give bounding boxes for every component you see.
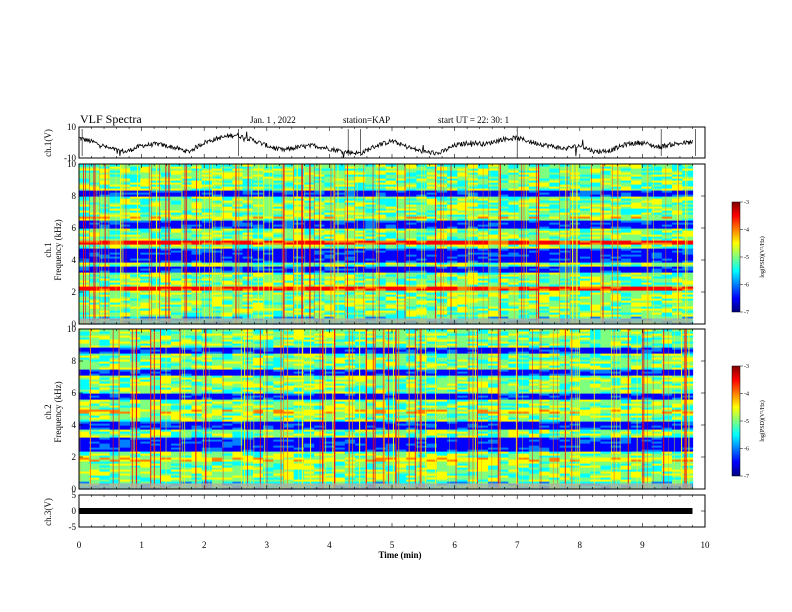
ch1-frame — [78, 126, 706, 159]
ch3-trace — [79, 508, 693, 514]
y-axis-label: ch.1(V) — [43, 129, 53, 157]
ch1-trace — [78, 131, 693, 159]
y-tick-label: 2 — [72, 287, 77, 297]
x-tick-label: 2 — [202, 540, 207, 550]
x-axis-ticks: 0 1 2 3 4 5 6 7 8 9 10 — [77, 540, 710, 550]
colorbar-tick-label: -4 — [744, 228, 749, 234]
x-tick-label: 0 — [77, 540, 82, 550]
y-tick-label: 10 — [67, 122, 77, 132]
y-tick-label: 0 — [72, 484, 77, 494]
header-station: station=KAP — [343, 115, 390, 125]
colorbar-tick-label: -7 — [744, 310, 749, 316]
colorbar-tick-label: -3 — [744, 364, 749, 370]
y-tick-label: 10 — [67, 159, 77, 169]
colorbar-label: log(PSD)(V²/Hz) — [759, 400, 766, 441]
y-tick-label: 0 — [72, 506, 77, 516]
x-tick-label: 1 — [139, 540, 144, 550]
ch3-waveform-panel: 5 0 -5 ch.3(V) — [43, 490, 706, 532]
colorbar-tick-label: -7 — [744, 474, 749, 480]
colorbar-tick-label: -6 — [744, 447, 749, 453]
x-tick-label: 7 — [515, 540, 520, 550]
colorbar-tick-label: -3 — [744, 200, 749, 206]
x-tick-label: 3 — [265, 540, 270, 550]
y-axis-label: ch.1 — [43, 242, 53, 257]
y-tick-label: 8 — [72, 191, 77, 201]
plot-title: VLF Spectra — [80, 112, 142, 126]
header-start-time: start UT = 22: 30: 1 — [438, 115, 509, 125]
y-axis-label: ch.2 — [43, 404, 53, 419]
y-tick-label: 2 — [72, 452, 77, 462]
header-date: Jan. 1 , 2022 — [250, 115, 296, 125]
colorbar-label: log(PSD)(V²/Hz) — [759, 236, 766, 277]
y-tick-label: -10 — [64, 153, 76, 163]
colorbar-ch1: -3 -4 -5 -6 -7 log(PSD)(V²/Hz) — [731, 200, 766, 316]
y-tick-label: 6 — [72, 223, 77, 233]
x-tick-label: 4 — [327, 540, 332, 550]
y-tick-label: 8 — [72, 356, 77, 366]
colorbar-tick-label: -4 — [744, 392, 749, 398]
spectrogram-image — [79, 329, 694, 490]
y-tick-label: 4 — [72, 255, 77, 265]
y-tick-label: 4 — [72, 420, 77, 430]
x-tick-label: 9 — [640, 540, 645, 550]
y-axis-label: ch.3(V) — [43, 498, 53, 526]
y-tick-label: 10 — [67, 324, 77, 334]
ch2-spectrogram-panel: 0 2 4 6 8 10 ch.2 Frequency (kHz) — [43, 324, 706, 494]
colorbar-tick-label: -5 — [744, 255, 749, 261]
x-axis-label: Time (min) — [378, 550, 421, 560]
x-tick-label: 5 — [390, 540, 395, 550]
colorbar-tick-label: -6 — [744, 283, 749, 289]
x-tick-label: 6 — [452, 540, 457, 550]
y-tick-label: 0 — [72, 319, 77, 329]
frequency-axis-label: Frequency (kHz) — [53, 381, 63, 442]
frequency-axis-label: Frequency (kHz) — [53, 219, 63, 280]
colorbar-ch2: -3 -4 -5 -6 -7 log(PSD)(V²/Hz) — [731, 364, 766, 480]
ch1-waveform-panel: 10 -10 ch.1(V) — [43, 122, 706, 163]
y-tick-label: 5 — [72, 490, 77, 500]
ch1-spectrogram-panel: 0 2 4 6 8 10 ch.1 Frequency (kHz) — [43, 159, 706, 329]
x-tick-label: 8 — [578, 540, 583, 550]
x-tick-label: 10 — [701, 540, 711, 550]
y-tick-label: 6 — [72, 388, 77, 398]
y-tick-label: -5 — [69, 522, 77, 532]
colorbar-tick-label: -5 — [744, 419, 749, 425]
